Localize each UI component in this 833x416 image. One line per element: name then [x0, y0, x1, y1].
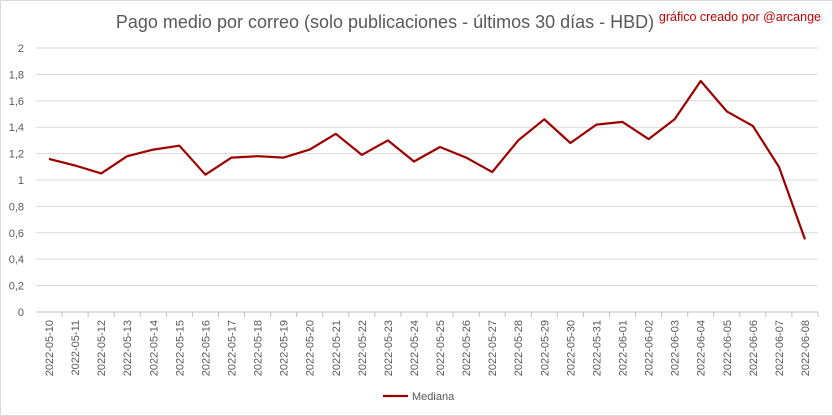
series-line	[48, 79, 807, 240]
y-tick-label: 0,2	[9, 281, 24, 293]
gridlines	[36, 47, 818, 313]
x-tick-label: 2022-05-23	[383, 320, 395, 376]
y-axis-ticks: 0 0,2 0,4 0,6 0,8 1 1,2 1,4 1,6 1,8 2	[9, 43, 24, 319]
x-tick-label: 2022-05-25	[435, 320, 447, 376]
x-tick-label: 2022-06-03	[670, 320, 682, 376]
y-tick-label: 1,6	[9, 96, 24, 108]
series-lines	[48, 79, 807, 240]
x-tick-label: 2022-05-27	[487, 320, 499, 376]
x-tick-label: 2022-05-30	[565, 320, 577, 376]
x-tick-label: 2022-05-17	[227, 320, 239, 376]
y-tick-label: 1	[18, 175, 24, 187]
x-tick-label: 2022-05-26	[461, 320, 473, 376]
y-tick-label: 0	[18, 307, 24, 319]
x-tick-label: 2022-05-21	[331, 320, 343, 376]
x-tick-label: 2022-05-22	[357, 320, 369, 376]
y-tick-label: 1,4	[9, 122, 24, 134]
x-axis-ticks: 2022-05-10 2022-05-11 2022-05-12 2022-05-13…	[44, 312, 819, 376]
x-tick-label: 2022-06-07	[774, 320, 786, 376]
x-tick-label: 2022-05-16	[200, 320, 212, 376]
chart-title: Pago medio por correo (solo publicacione…	[115, 12, 655, 32]
x-tick-label: 2022-06-08	[800, 320, 812, 376]
x-tick-label: 2022-05-15	[174, 320, 186, 376]
x-tick-label: 2022-05-12	[96, 320, 108, 376]
x-tick-label: 2022-06-06	[748, 320, 760, 376]
x-tick-label: 2022-06-02	[644, 320, 656, 376]
x-tick-label: 2022-05-13	[122, 320, 134, 376]
y-tick-label: 1,8	[9, 69, 24, 81]
x-tick-label: 2022-05-29	[539, 320, 551, 376]
x-tick-label: 2022-05-14	[148, 320, 160, 376]
x-tick-label: 2022-05-19	[279, 320, 291, 376]
x-tick-label: 2022-06-05	[722, 320, 734, 376]
x-tick-label: 2022-05-18	[253, 320, 265, 376]
y-tick-label: 0,8	[9, 201, 24, 213]
y-tick-label: 0,4	[9, 254, 24, 266]
y-tick-label: 1,2	[9, 149, 24, 161]
x-tick-label: 2022-05-20	[305, 320, 317, 376]
x-tick-label: 2022-06-01	[618, 320, 630, 376]
x-tick-label: 2022-06-04	[696, 320, 708, 376]
legend: Mediana	[383, 391, 455, 403]
x-tick-label: 2022-05-11	[70, 320, 82, 375]
x-tick-label: 2022-05-31	[591, 320, 603, 376]
y-tick-label: 2	[18, 43, 24, 55]
x-tick-label: 2022-05-10	[44, 320, 56, 376]
legend-label: Mediana	[412, 391, 455, 403]
y-tick-label: 0,6	[9, 228, 24, 240]
x-tick-label: 2022-05-24	[409, 320, 421, 376]
x-tick-label: 2022-05-28	[513, 320, 525, 376]
chart-credit: gráfico creado por @arcange	[658, 10, 821, 24]
